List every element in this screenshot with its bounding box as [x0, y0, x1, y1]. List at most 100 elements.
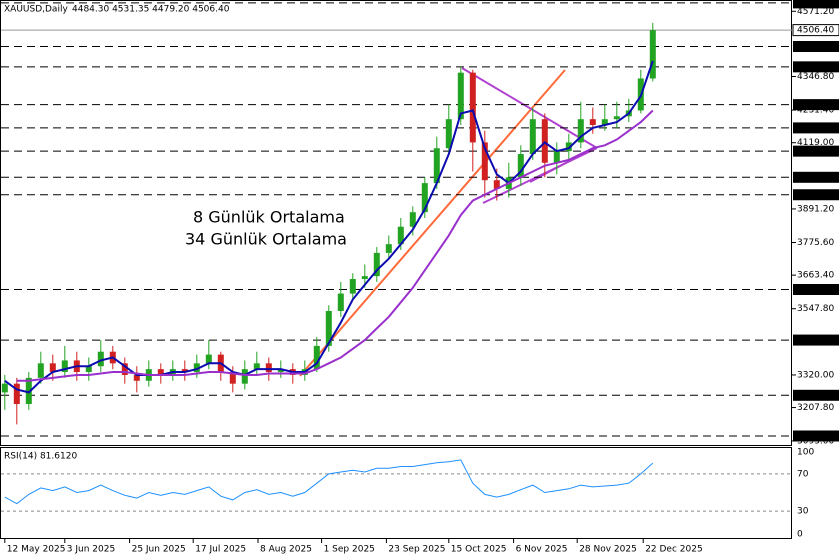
- rsi-title: RSI(14) 81.6120: [4, 452, 77, 462]
- x-tick-label: 6 Nov 2025: [516, 545, 568, 555]
- ma34-label: 34 Günlük Ortalama: [185, 230, 347, 249]
- candle-body: [481, 142, 488, 181]
- x-tick-label: 25 Jun 2025: [132, 545, 186, 555]
- y-tick-label: 4231.40: [797, 106, 834, 116]
- rsi-line: [4, 459, 654, 505]
- candle-body: [13, 383, 20, 405]
- candle-body: [457, 72, 464, 120]
- level-box: [793, 171, 839, 183]
- level-box: [793, 389, 839, 401]
- x-tick-label: 23 Sep 2025: [388, 545, 445, 555]
- y-tick-label: 3093.00: [797, 436, 834, 446]
- rsi-tick-label: 0: [797, 530, 803, 540]
- x-tick-label: 15 Oct 2025: [451, 545, 507, 555]
- candle-body: [229, 372, 236, 384]
- level-label: 4170.00: [797, 123, 834, 133]
- candle-body: [577, 119, 584, 143]
- y-tick-label: 3663.40: [797, 271, 834, 281]
- candle-body: [205, 354, 212, 364]
- candle-body: [589, 119, 596, 125]
- last-price-label: 4506.40: [797, 26, 834, 36]
- candle-body: [385, 244, 392, 253]
- candle-body: [349, 279, 356, 294]
- level-label: 4380.00: [797, 62, 834, 72]
- ma8-label: 8 Günlük Ortalama: [193, 208, 345, 227]
- x-tick-label: 28 Nov 2025: [579, 545, 637, 555]
- candle-body: [25, 377, 32, 405]
- level-label: 3614.00: [797, 285, 834, 295]
- level-box: [793, 99, 839, 111]
- level-box: [793, 145, 839, 157]
- candle-body: [445, 119, 452, 149]
- level-box: [793, 41, 839, 53]
- candle-body: [361, 276, 368, 280]
- candle-body: [133, 374, 140, 381]
- moving-average: [16, 109, 654, 382]
- candle-body: [277, 369, 284, 373]
- rsi-panel: [0, 447, 792, 539]
- candle-body: [649, 30, 656, 79]
- level-label: 3250.00: [797, 391, 834, 401]
- rsi-tick-label: 30: [797, 507, 809, 517]
- candle-body: [493, 180, 500, 189]
- level-box: [793, 430, 839, 442]
- y-tick-label: 4571.20: [797, 7, 834, 17]
- candle-body: [1, 383, 8, 393]
- candle-body: [397, 226, 404, 245]
- level-label: 4450.00: [797, 42, 834, 52]
- level-label: 3110.00: [797, 431, 834, 441]
- x-tick-label: 1 Sep 2025: [324, 545, 375, 555]
- candle-body: [85, 366, 92, 373]
- candle-body: [37, 363, 44, 378]
- candle-body: [613, 116, 620, 120]
- candle-body: [541, 119, 548, 163]
- level-label: 3940.00: [797, 190, 834, 200]
- last-price-box: [792, 24, 839, 37]
- level-label: 4250.00: [797, 100, 834, 110]
- x-tick-label: 12 May 2025: [7, 545, 66, 555]
- level-label: 4000.00: [797, 173, 834, 183]
- candle-body: [61, 360, 68, 373]
- candle-body: [241, 369, 248, 384]
- y-tick-label: 3320.00: [797, 370, 834, 380]
- candle-body: [433, 148, 440, 184]
- y-tick-label: 3891.20: [797, 204, 834, 214]
- candle-body: [409, 212, 416, 227]
- candle-body: [601, 119, 608, 125]
- candle-body: [565, 142, 572, 152]
- y-tick-label: 4346.80: [797, 72, 834, 82]
- x-tick-label: 3 Jun 2025: [67, 545, 115, 555]
- y-tick-label: 3207.80: [797, 403, 834, 413]
- candle-body: [265, 363, 272, 373]
- candle-body: [337, 293, 344, 312]
- candle-body: [121, 363, 128, 375]
- candle-body: [97, 351, 104, 367]
- candle-body: [157, 369, 164, 375]
- x-tick-label: 22 Dec 2025: [645, 545, 703, 555]
- candle-body: [517, 154, 524, 178]
- level-label: 4090.00: [797, 147, 834, 157]
- triangle-line: [461, 67, 598, 149]
- level-box: [793, 189, 839, 201]
- level-box: [793, 122, 839, 134]
- candle-body: [469, 72, 476, 143]
- candle-body: [529, 119, 536, 155]
- candle-body: [421, 183, 428, 213]
- candle-body: [181, 369, 188, 373]
- y-tick-label: 3775.60: [797, 238, 834, 248]
- ohlc-readout: 4484.30 4531.35 4479.20 4506.40: [72, 5, 230, 15]
- moving-average: [4, 60, 654, 394]
- candle-body: [373, 252, 380, 277]
- candle-body: [313, 345, 320, 370]
- x-tick-label: 17 Jul 2025: [195, 545, 246, 555]
- candle-body: [193, 363, 200, 373]
- candle-body: [253, 363, 260, 370]
- level-label: 3440.00: [797, 336, 834, 346]
- level-box: [793, 283, 839, 295]
- y-tick-label: 3547.80: [797, 304, 834, 314]
- level-label: 4600.00: [797, 0, 834, 8]
- y-tick-label: 4119.00: [797, 138, 834, 148]
- candle-body: [325, 311, 332, 346]
- level-box: [793, 0, 839, 9]
